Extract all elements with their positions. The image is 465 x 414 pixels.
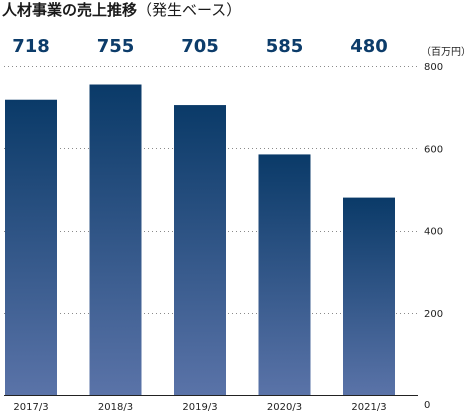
y-tick-label-200: 200	[424, 309, 443, 320]
category-label-2021/3: 2021/3	[351, 402, 386, 413]
y-tick-label-0: 0	[424, 400, 430, 411]
unit-label: （百万円）	[421, 46, 465, 58]
chart-title-main: 人材事業の売上推移	[2, 1, 137, 19]
category-label-2018/3: 2018/3	[98, 402, 133, 413]
bars	[5, 84, 395, 395]
value-labels: 718 755 705 585 480	[12, 36, 388, 57]
value-label-2020/3: 585	[266, 36, 304, 57]
y-axis-ticks: 0 200 400 600 800	[424, 62, 443, 411]
y-tick-label-400: 400	[424, 227, 443, 238]
bar-2017/3	[5, 99, 57, 395]
x-axis-categories: 2017/3 2018/3 2019/3 2020/3 2021/3	[13, 402, 386, 413]
value-label-2018/3: 755	[97, 36, 135, 57]
y-tick-label-600: 600	[424, 144, 443, 155]
bar-2021/3	[343, 197, 395, 395]
category-label-2019/3: 2019/3	[182, 402, 217, 413]
category-label-2020/3: 2020/3	[267, 402, 302, 413]
bar-2020/3	[258, 154, 311, 395]
chart-subtitle: （発生ベース）	[137, 1, 241, 19]
value-label-2017/3: 718	[12, 36, 50, 57]
bar-2019/3	[174, 105, 226, 395]
value-label-2021/3: 480	[350, 36, 388, 57]
bar-2018/3	[89, 84, 142, 395]
y-tick-label-800: 800	[424, 62, 443, 73]
value-label-2019/3: 705	[181, 36, 219, 57]
category-label-2017/3: 2017/3	[13, 402, 48, 413]
chart-title: 人材事業の売上推移（発生ベース）	[2, 1, 241, 19]
